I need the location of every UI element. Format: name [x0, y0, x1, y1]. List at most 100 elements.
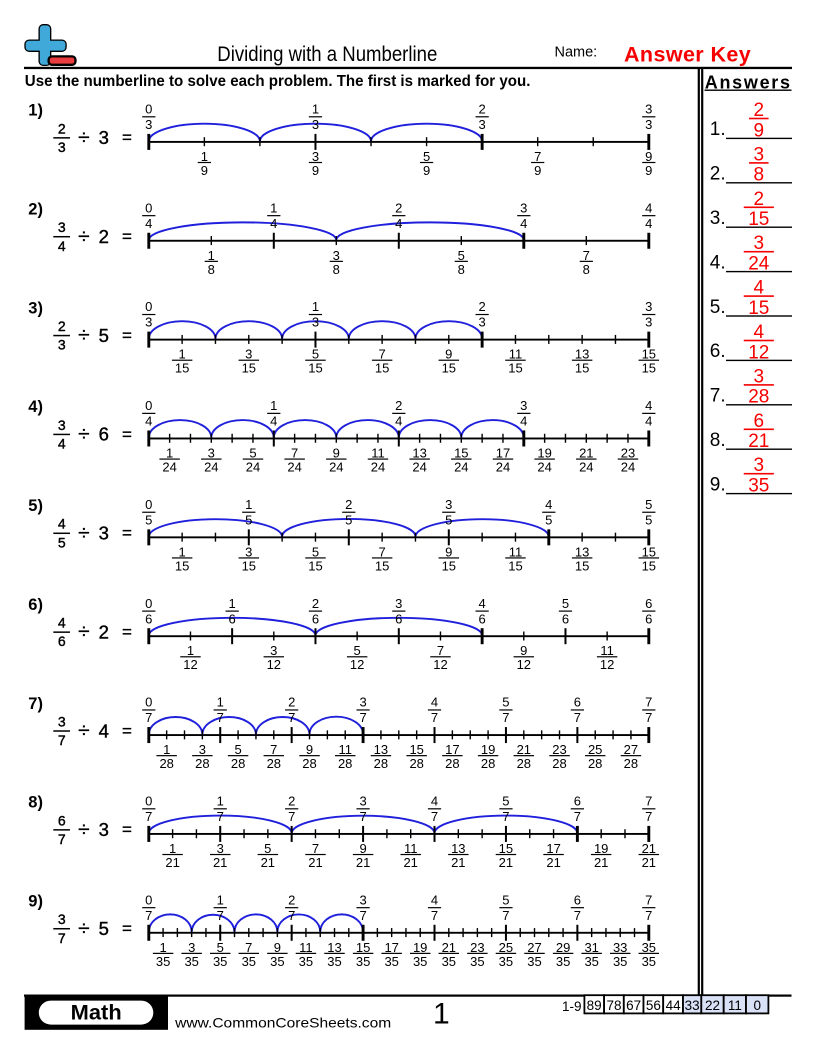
svg-text:15: 15	[499, 841, 513, 856]
svg-text:7: 7	[288, 809, 295, 824]
svg-text:7: 7	[217, 809, 224, 824]
svg-text:2: 2	[288, 794, 295, 809]
svg-text:3: 3	[754, 144, 765, 165]
svg-text:7: 7	[58, 831, 66, 847]
svg-text:22: 22	[705, 998, 720, 1013]
svg-text:21: 21	[451, 855, 465, 870]
svg-text:9: 9	[445, 544, 452, 559]
svg-text:12: 12	[433, 657, 447, 672]
svg-text:7: 7	[645, 794, 652, 809]
svg-text:5: 5	[249, 446, 256, 461]
svg-text:15: 15	[242, 558, 256, 573]
svg-text:15: 15	[575, 361, 589, 376]
svg-text:35: 35	[442, 954, 456, 969]
svg-text:7: 7	[291, 446, 298, 461]
svg-text:6: 6	[58, 812, 66, 828]
svg-text:23: 23	[621, 446, 635, 461]
svg-text:7.: 7.	[710, 386, 726, 407]
svg-text:13: 13	[575, 347, 589, 362]
svg-text:2: 2	[478, 102, 485, 117]
svg-text:5: 5	[458, 248, 465, 263]
svg-text:12: 12	[600, 657, 614, 672]
svg-text:27: 27	[624, 742, 638, 757]
svg-text:3): 3)	[28, 299, 43, 317]
svg-text:78: 78	[606, 998, 621, 1013]
svg-text:6: 6	[754, 411, 765, 432]
svg-text:3: 3	[359, 794, 366, 809]
svg-text:15: 15	[242, 361, 256, 376]
svg-text:15: 15	[508, 361, 522, 376]
svg-text:4: 4	[645, 200, 652, 215]
svg-text:28: 28	[445, 756, 459, 771]
svg-text:7: 7	[574, 908, 581, 923]
svg-text:3: 3	[359, 892, 366, 907]
svg-text:0: 0	[145, 200, 152, 215]
svg-text:19: 19	[594, 841, 608, 856]
svg-text:28: 28	[517, 756, 531, 771]
svg-text:5: 5	[353, 643, 360, 658]
svg-text:15: 15	[748, 298, 769, 319]
svg-text:7): 7)	[28, 695, 43, 713]
svg-text:3.: 3.	[710, 208, 726, 229]
svg-text:1: 1	[187, 643, 194, 658]
svg-text:15: 15	[409, 742, 423, 757]
svg-text:13: 13	[412, 446, 426, 461]
svg-text:7: 7	[502, 908, 509, 923]
svg-text:1: 1	[270, 398, 277, 413]
svg-text:15: 15	[442, 361, 456, 376]
svg-text:5: 5	[58, 534, 66, 550]
svg-text:9: 9	[423, 163, 430, 178]
svg-text:35: 35	[384, 954, 398, 969]
svg-text:6.: 6.	[710, 341, 726, 362]
svg-text:3: 3	[58, 337, 66, 353]
svg-text:2: 2	[395, 398, 402, 413]
svg-text:5: 5	[217, 940, 224, 955]
svg-text:2: 2	[58, 120, 66, 136]
svg-text:9: 9	[645, 149, 652, 164]
svg-text:35: 35	[413, 954, 427, 969]
svg-text:0: 0	[145, 497, 152, 512]
svg-text:21: 21	[403, 855, 417, 870]
svg-text:4: 4	[395, 216, 402, 231]
svg-text:0: 0	[145, 794, 152, 809]
svg-text:4: 4	[145, 414, 152, 429]
svg-text:0: 0	[753, 998, 761, 1013]
svg-text:1: 1	[178, 347, 185, 362]
svg-text:Use the numberline to solve ea: Use the numberline to solve each problem…	[25, 73, 531, 90]
svg-text:28: 28	[552, 756, 566, 771]
svg-text:11: 11	[371, 446, 385, 461]
svg-text:=: =	[122, 721, 132, 740]
svg-text:15: 15	[375, 558, 389, 573]
svg-text:35: 35	[299, 954, 313, 969]
svg-text:9: 9	[445, 347, 452, 362]
svg-text:7: 7	[574, 710, 581, 725]
svg-text:19: 19	[537, 446, 551, 461]
svg-text:12: 12	[350, 657, 364, 672]
svg-text:13: 13	[575, 544, 589, 559]
svg-text:6: 6	[58, 633, 66, 649]
svg-text:2: 2	[478, 299, 485, 314]
svg-text:28: 28	[588, 756, 602, 771]
svg-text:28: 28	[748, 387, 769, 408]
svg-text:7: 7	[312, 841, 319, 856]
svg-text:24: 24	[162, 460, 176, 475]
svg-text:24: 24	[748, 254, 770, 275]
svg-text:2.: 2.	[710, 164, 726, 185]
svg-text:24: 24	[371, 460, 385, 475]
svg-text:5: 5	[245, 512, 252, 527]
svg-text:35: 35	[327, 954, 341, 969]
svg-text:6: 6	[145, 611, 152, 626]
svg-text:24: 24	[329, 460, 343, 475]
svg-text:3: 3	[445, 497, 452, 512]
svg-text:7: 7	[145, 809, 152, 824]
svg-text:1.: 1.	[710, 119, 726, 140]
svg-text:1: 1	[245, 497, 252, 512]
svg-text:0: 0	[145, 892, 152, 907]
svg-text:15: 15	[442, 558, 456, 573]
svg-text:4: 4	[58, 615, 66, 631]
svg-text:=: =	[122, 227, 132, 246]
svg-text:2: 2	[58, 318, 66, 334]
svg-text:21: 21	[499, 855, 513, 870]
svg-text:4: 4	[99, 720, 109, 741]
svg-text:35: 35	[156, 954, 170, 969]
